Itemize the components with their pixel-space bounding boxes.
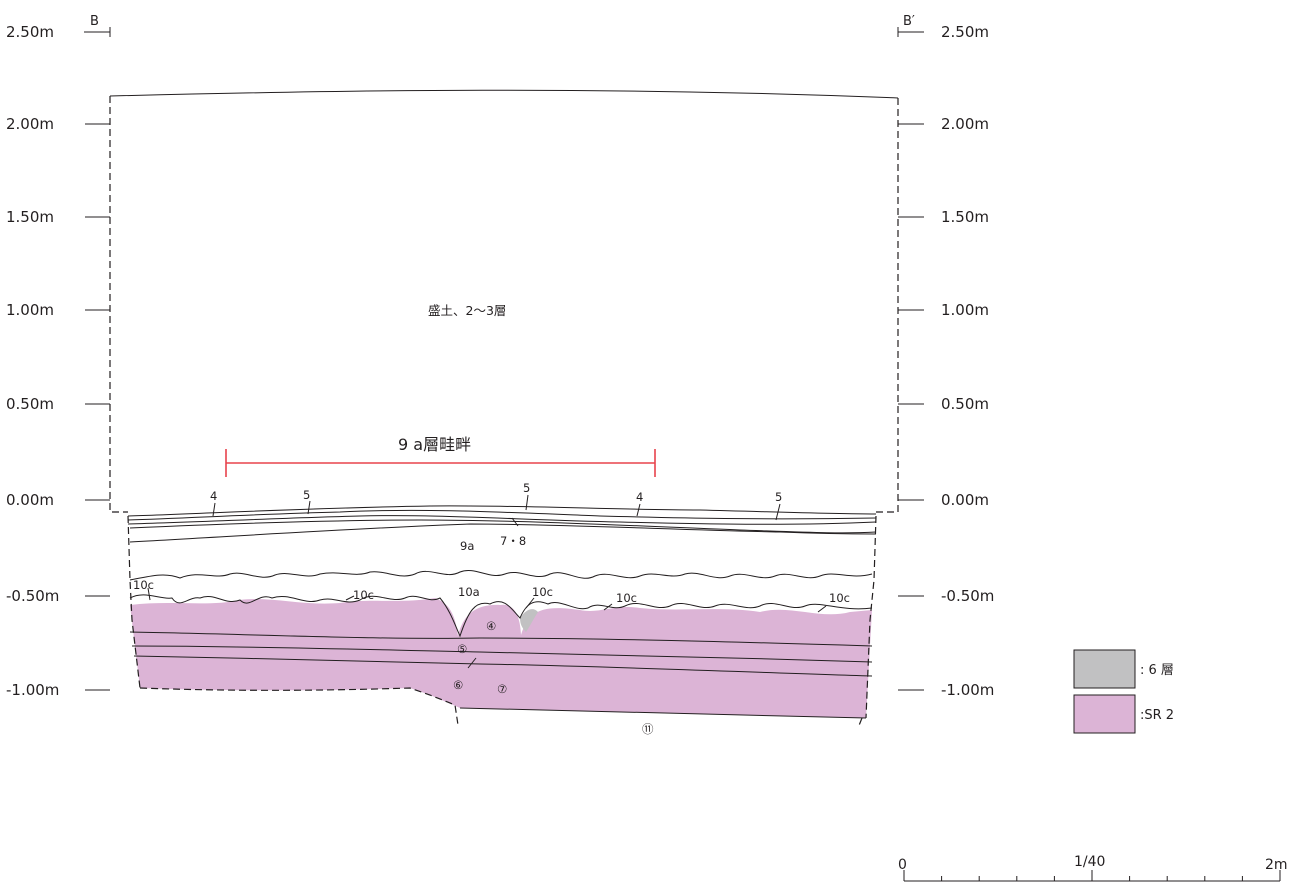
ridge-bracket [225,449,656,477]
layer-label: 10c [616,591,637,605]
ridge-label: 9 a層畦畔 [398,435,471,454]
elevation-label-right: -1.00m [941,681,994,699]
elevation-label-left: 2.50m [6,23,54,41]
layer-line [127,509,877,521]
scale-ratio-label: 1/40 [1074,854,1105,870]
layer-label: ⑦ [497,682,507,696]
elevation-label-right: 0.00m [941,491,989,509]
section-bottom-edge [139,687,459,726]
layer-label: 10c [829,591,850,605]
section-left-edge [109,96,128,513]
leader-line [817,605,827,613]
layer-label: 5 [523,481,530,495]
section-right-edge [876,98,899,513]
leader-line [511,517,519,527]
layer-label: 9a [460,539,474,553]
leader-line [525,494,529,511]
leader-line [636,503,641,517]
legend-swatch-layer6 [1073,649,1136,689]
section-marker-right [897,27,924,37]
layer-line [127,505,877,517]
legend-label-sr2: :SR 2 [1140,708,1174,723]
leader-line [307,500,311,515]
layer-label: ⑥ [453,678,463,692]
layer-10a-top [129,570,873,581]
elevation-label-right: -0.50m [941,587,994,605]
legend-label-layer6: : 6 層 [1140,663,1174,678]
leader-line [147,587,151,601]
elevation-label-left: -0.50m [6,587,59,605]
layer-label: ⑪ [642,722,654,736]
layer-line [129,523,877,543]
leader-line [467,657,477,669]
layer-label: 5 [775,490,782,504]
layer-line [127,515,877,525]
layer-label: 10a [458,585,480,599]
elevation-label-left: 1.50m [6,208,54,226]
scale-end-label: 2m [1265,857,1288,873]
layer-line [129,631,873,647]
legend-swatch-sr2 [1073,694,1136,734]
layer-10c-top [129,594,873,638]
section-top-edge [109,89,899,99]
layer-line [131,645,873,663]
section-marker-left [84,27,111,37]
layer-label: 4 [636,490,643,504]
layer-label: 10c [133,578,154,592]
elevation-label-left: 0.00m [6,491,54,509]
section-bottom-right-tail [857,717,863,729]
elevation-label-left: 0.50m [6,395,54,413]
leader-line [525,597,535,609]
section-left-lower-edge [127,515,141,689]
layer-10c-grey [520,609,538,632]
elevation-label-right: 1.00m [941,301,989,319]
scale-bar [903,870,1281,882]
elevation-label-right: 2.50m [941,23,989,41]
elevation-label-left: 2.00m [6,115,54,133]
leader-line [345,595,355,601]
elevation-label-right: 0.50m [941,395,989,413]
layer-label: 5 [303,488,310,502]
layer-label: 7・8 [500,534,526,548]
section-label-right: B′ [903,14,915,29]
leader-line [603,603,613,611]
elevation-label-right: 1.50m [941,208,989,226]
layer-label: ④ [486,619,496,633]
leader-line [775,503,781,521]
scale-start-label: 0 [898,857,907,873]
layer-label: ⑤ [457,642,467,656]
layer-line [129,519,877,534]
leader-line [212,502,216,517]
sr2-fill [130,598,872,718]
elevation-label-left: -1.00m [6,681,59,699]
layer-label: 10c [353,588,374,602]
layer-label: 4 [210,489,217,503]
layer-line [133,655,873,677]
section-bottom-right-edge [459,707,867,719]
layer-label: 10c [532,585,553,599]
fill-layer-label: 盛土、2〜3層 [428,303,506,318]
section-label-left: B [90,14,99,29]
elevation-label-right: 2.00m [941,115,989,133]
elevation-label-left: 1.00m [6,301,54,319]
